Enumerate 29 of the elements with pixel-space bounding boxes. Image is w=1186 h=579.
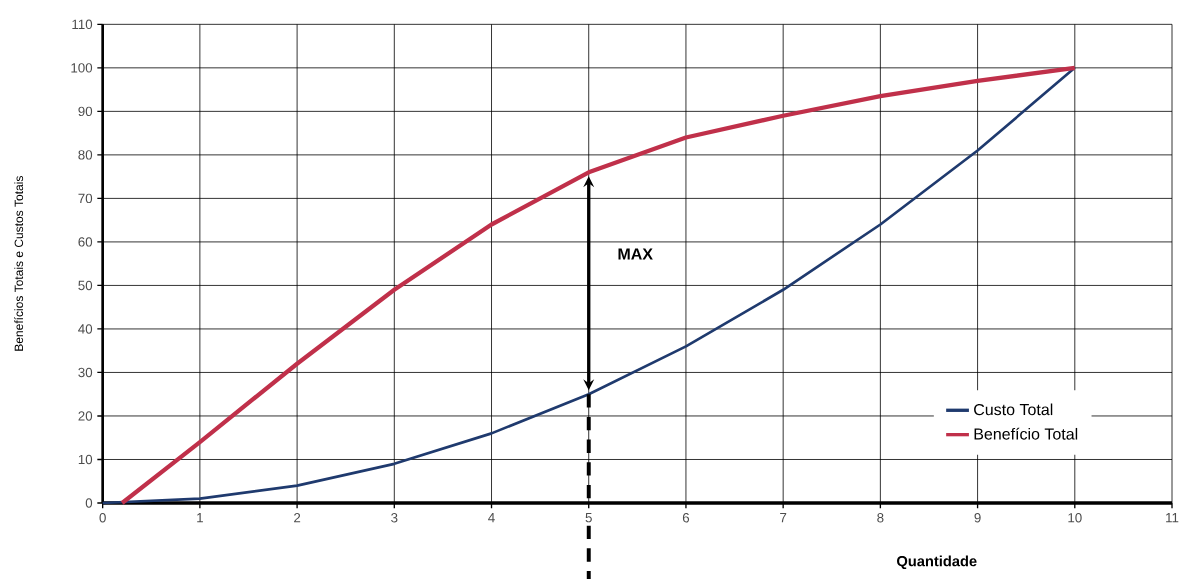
- y-tick-label: 110: [72, 19, 93, 30]
- y-tick-label: 30: [78, 367, 93, 378]
- y-tick-label: 10: [78, 454, 93, 465]
- x-tick-label: 1: [197, 513, 203, 523]
- x-tick-label: 3: [391, 513, 398, 523]
- y-axis-title: Benefícios Totais e Custos Totais: [14, 176, 24, 351]
- x-tick-label: 6: [682, 513, 690, 523]
- y-tick-label: 40: [78, 324, 93, 334]
- y-tick-label: 70: [78, 193, 93, 204]
- x-tick-label: 8: [877, 513, 884, 523]
- x-tick-label: 0: [99, 513, 106, 523]
- x-tick-label: 9: [974, 513, 981, 523]
- x-tick-label: 7: [780, 513, 787, 523]
- y-tick-label: 50: [78, 280, 93, 291]
- legend-label: Benefício Total: [974, 427, 1078, 440]
- x-tick-label: 2: [294, 513, 301, 523]
- legend-label: Custo Total: [974, 403, 1053, 416]
- x-axis-title: Quantidade: [897, 555, 977, 570]
- y-tick-label: 100: [71, 63, 93, 73]
- y-tick-label: 20: [78, 411, 93, 421]
- x-tick-label: 11: [1166, 513, 1179, 523]
- y-tick-label: 60: [78, 237, 93, 247]
- y-tick-label: 0: [85, 498, 93, 508]
- x-tick-label: 10: [1068, 513, 1082, 523]
- annotation: MAX: [618, 248, 653, 260]
- x-tick-label: 4: [488, 513, 495, 523]
- y-tick-label: 80: [78, 150, 93, 160]
- x-tick-label: 5: [585, 513, 592, 523]
- y-tick-label: 90: [78, 106, 93, 117]
